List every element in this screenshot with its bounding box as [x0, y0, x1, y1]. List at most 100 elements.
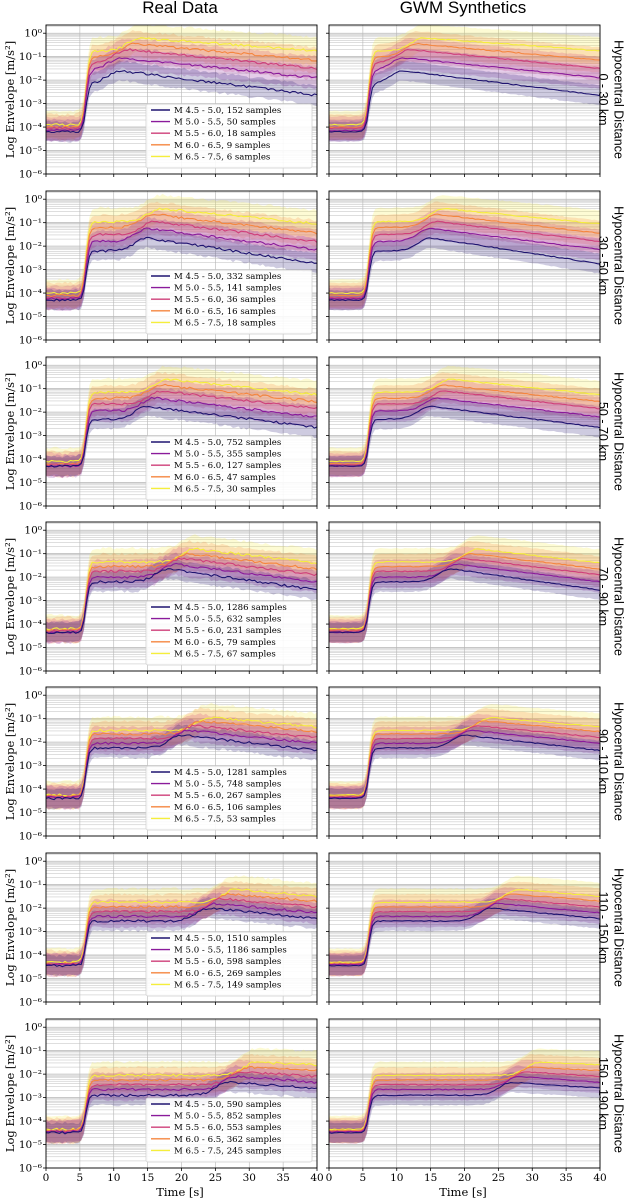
- series-band-2: [329, 38, 600, 141]
- row-label-title: Hypocentral Distance: [612, 40, 626, 159]
- series-line-1: [329, 729, 600, 799]
- series-line-3: [46, 213, 317, 298]
- y-tick-label: 10⁰: [24, 525, 42, 537]
- series-line-4: [329, 37, 600, 126]
- row-label-1: Hypocentral Distance30 - 50 km: [596, 206, 626, 325]
- x-tick-label: 40: [593, 1172, 606, 1184]
- y-tick-label: 10⁻⁵: [19, 642, 42, 654]
- y-tick-label: 10⁻⁵: [19, 145, 42, 157]
- panel-synthetic-2: [326, 356, 601, 509]
- row-label-title: Hypocentral Distance: [612, 868, 626, 987]
- series-band-3: [46, 880, 317, 978]
- series-band-1: [46, 216, 317, 312]
- series-band-0: [329, 61, 600, 142]
- panel-real-1: 10⁻⁶ 10⁻⁵ 10⁻⁴ 10⁻³ 10⁻² 10⁻¹ 10⁰ M 4.5 - 5.0, …: [19, 190, 318, 347]
- legend-entry-3: M 6.0 - 6.5, 79 samples: [174, 638, 276, 648]
- series-band-1: [46, 552, 317, 645]
- series-line-4: [46, 207, 317, 295]
- series-line-3: [46, 383, 317, 466]
- legend-entry-2: M 5.5 - 6.0, 553 samples: [174, 1123, 281, 1133]
- y-tick-label: 10⁻³: [19, 98, 42, 110]
- series-band-1: [46, 45, 317, 143]
- x-tick-label: 10: [107, 1172, 120, 1184]
- panel-real-2: 10⁻⁶ 10⁻⁵ 10⁻⁴ 10⁻³ 10⁻² 10⁻¹ 10⁰ M 4.5 - 5.0, …: [19, 356, 318, 513]
- y-tick-label: 10⁻⁴: [19, 1116, 42, 1128]
- x-tick-label: 20: [175, 1172, 188, 1184]
- legend-entry-2: M 5.5 - 6.0, 231 samples: [174, 626, 281, 636]
- x-tick-label: 40: [310, 1172, 323, 1184]
- x-tick-label: 5: [77, 1172, 84, 1184]
- legend-entry-3: M 6.0 - 6.5, 9 samples: [174, 141, 270, 151]
- legend-entry-4: M 6.5 - 7.5, 149 samples: [174, 980, 281, 990]
- x-tick-label: 0: [326, 1172, 333, 1184]
- series-group: [46, 702, 317, 811]
- series-band-0: [329, 898, 600, 976]
- y-tick-label: 10⁰: [24, 28, 42, 40]
- row-label-0: Hypocentral Distance0 - 30 km: [596, 40, 626, 159]
- y-tick-label: 10⁻⁵: [19, 807, 42, 819]
- series-line-3: [329, 553, 600, 631]
- legend-box: [145, 765, 313, 831]
- y-tick-label: 10⁻⁴: [19, 288, 42, 300]
- y-tick-label: 10⁻⁶: [19, 169, 42, 181]
- series-band-4: [46, 1047, 317, 1145]
- series-group: [46, 365, 317, 479]
- series-line-3: [46, 720, 317, 798]
- x-tick-label: 25: [492, 1172, 505, 1184]
- series-line-1: [46, 396, 317, 468]
- series-line-4: [46, 547, 317, 631]
- legend: M 4.5 - 5.0, 1286 samples M 5.0 - 5.5, 63…: [145, 600, 313, 666]
- series-band-2: [329, 378, 600, 478]
- y-tick-label: 10⁰: [24, 856, 42, 868]
- y-tick-label: 10⁻⁶: [19, 1163, 42, 1175]
- series-band-3: [46, 707, 317, 810]
- series-band-3: [329, 881, 600, 977]
- series-line-1: [329, 902, 600, 966]
- series-line-2: [329, 49, 600, 130]
- y-axis-label: Log Envelope [m/s²]: [3, 538, 17, 655]
- series-line-0: [329, 70, 600, 133]
- y-tick-label: 10⁻⁴: [19, 122, 42, 134]
- panel-synthetic-3: [326, 521, 601, 674]
- series-line-0: [329, 405, 600, 467]
- y-tick-label: 10⁻²: [19, 241, 42, 253]
- x-tick-label: 15: [424, 1172, 437, 1184]
- y-tick-label: 10⁻⁶: [19, 997, 42, 1009]
- legend-entry-4: M 6.5 - 7.5, 18 samples: [174, 318, 276, 328]
- legend-entry-3: M 6.0 - 6.5, 106 samples: [174, 803, 281, 813]
- panel-real-6: 10⁻⁶ 10⁻⁵ 10⁻⁴ 10⁻³ 10⁻² 10⁻¹ 10⁰ 0 5 10 15 20 25 30 3…: [19, 1018, 324, 1184]
- series-line-1: [329, 227, 600, 300]
- legend-entry-1: M 5.0 - 5.5, 1186 samples: [174, 946, 287, 956]
- y-axis-label: Log Envelope [m/s²]: [3, 1035, 17, 1152]
- legend-entry-0: M 4.5 - 5.0, 1286 samples: [174, 603, 287, 613]
- series-band-2: [329, 209, 600, 310]
- legend-box: [145, 1097, 313, 1163]
- series-band-2: [46, 210, 317, 311]
- series-band-3: [329, 1054, 600, 1144]
- series-group: [46, 193, 317, 312]
- y-tick-label: 10⁻⁶: [19, 501, 42, 513]
- series-line-0: [329, 568, 600, 634]
- series-band-3: [46, 30, 317, 142]
- series-line-0: [329, 907, 600, 967]
- legend-entry-3: M 6.0 - 6.5, 16 samples: [174, 307, 276, 317]
- legend-entry-1: M 5.0 - 5.5, 141 samples: [174, 284, 281, 294]
- y-tick-label: 10⁻¹: [19, 217, 42, 229]
- legend-box: [145, 600, 313, 666]
- x-tick-label: 35: [276, 1172, 289, 1184]
- y-tick-label: 10⁻²: [19, 903, 42, 915]
- series-group: [329, 365, 600, 478]
- column-title-real: Real Data: [142, 0, 218, 17]
- row-label-title: Hypocentral Distance: [612, 537, 626, 656]
- y-tick-label: 10⁻⁴: [19, 454, 42, 466]
- series-line-0: [46, 734, 317, 801]
- legend-entry-0: M 4.5 - 5.0, 1281 samples: [174, 768, 287, 778]
- series-line-2: [46, 220, 317, 300]
- x-tick-label: 25: [209, 1172, 222, 1184]
- panel-synthetic-4: [326, 686, 601, 839]
- legend-entry-4: M 6.5 - 7.5, 67 samples: [174, 649, 276, 659]
- y-tick-label: 10⁻³: [19, 1092, 42, 1104]
- panels-group: Hypocentral Distance0 - 30 km Log Envelop…: [3, 24, 626, 1184]
- legend-entry-1: M 5.0 - 5.5, 748 samples: [174, 780, 281, 790]
- legend-entry-1: M 5.0 - 5.5, 355 samples: [174, 450, 281, 460]
